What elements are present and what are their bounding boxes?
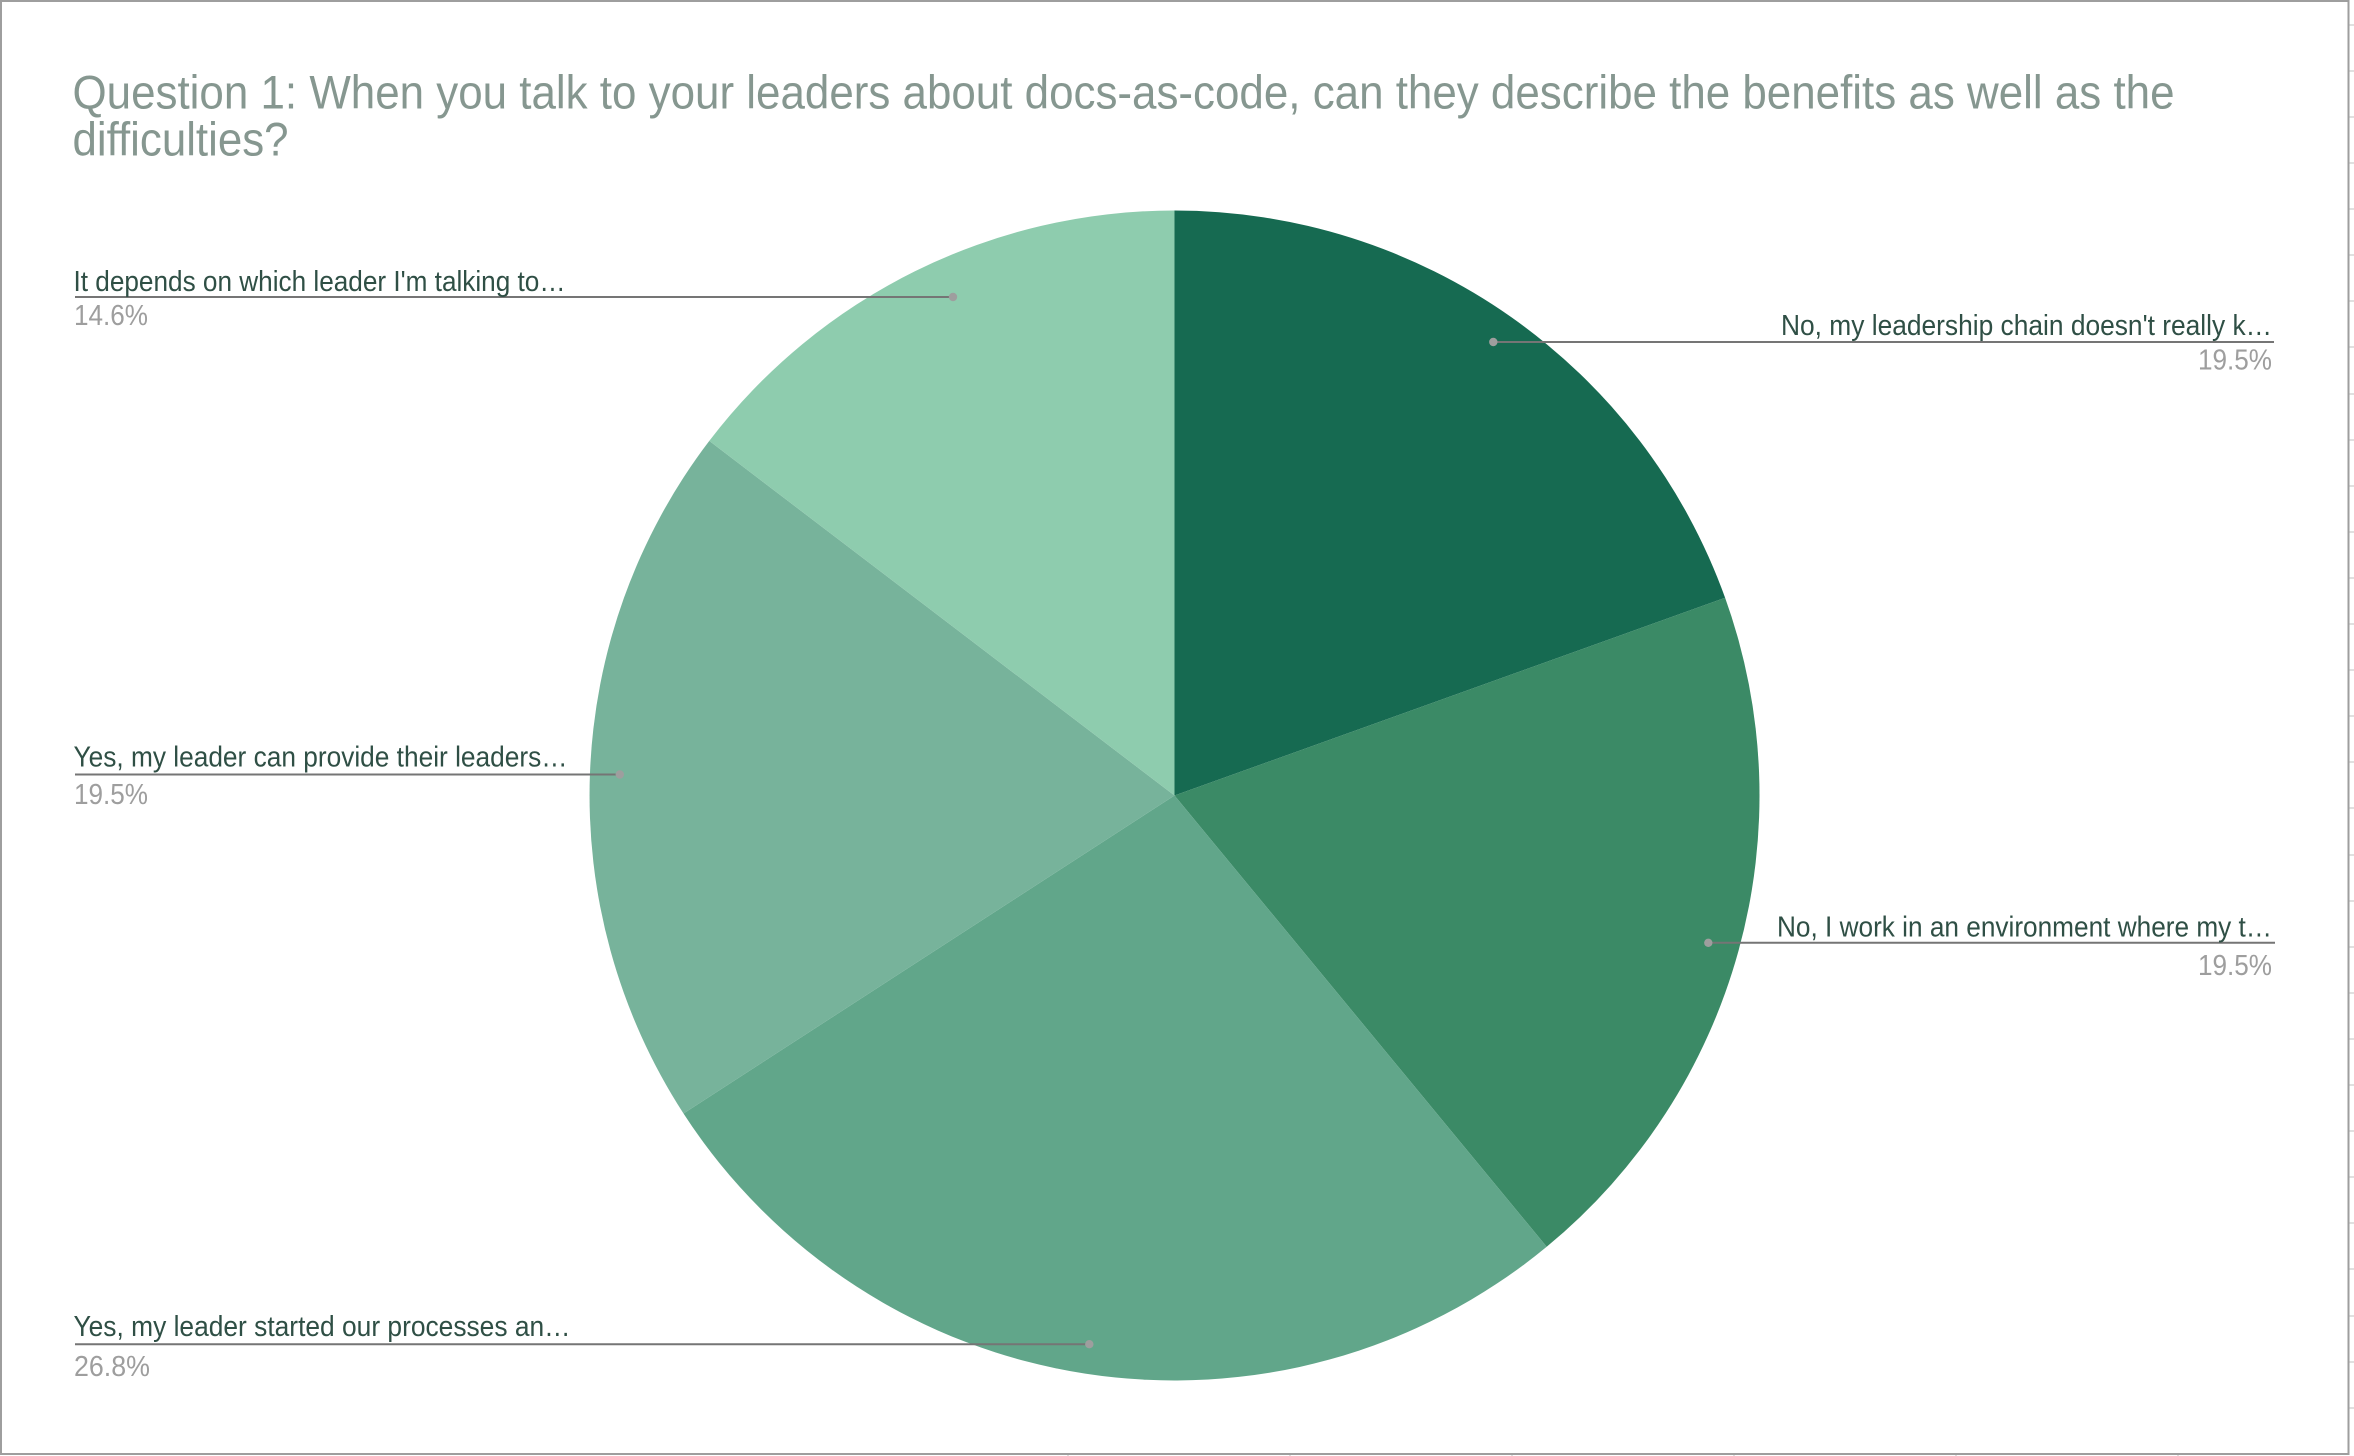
svg-text:26.8%: 26.8% [74, 1351, 150, 1383]
svg-text:No, I work in an environment w: No, I work in an environment where my t… [1777, 911, 2272, 943]
svg-text:19.5%: 19.5% [2198, 345, 2272, 377]
svg-text:14.6%: 14.6% [74, 300, 148, 332]
svg-text:19.5%: 19.5% [74, 779, 148, 811]
svg-text:It depends on which leader I'm: It depends on which leader I'm talking t… [74, 266, 566, 298]
svg-text:difficulties?: difficulties? [73, 113, 289, 166]
svg-text:Yes, my leader started our pro: Yes, my leader started our processes an… [74, 1311, 571, 1343]
svg-text:Question 1: When you talk to y: Question 1: When you talk to your leader… [73, 66, 2175, 119]
svg-text:Yes, my leader can provide the: Yes, my leader can provide their leaders… [74, 742, 568, 774]
svg-text:No, my leadership chain doesn': No, my leadership chain doesn't really k… [1781, 310, 2272, 342]
svg-text:19.5%: 19.5% [2198, 950, 2272, 982]
